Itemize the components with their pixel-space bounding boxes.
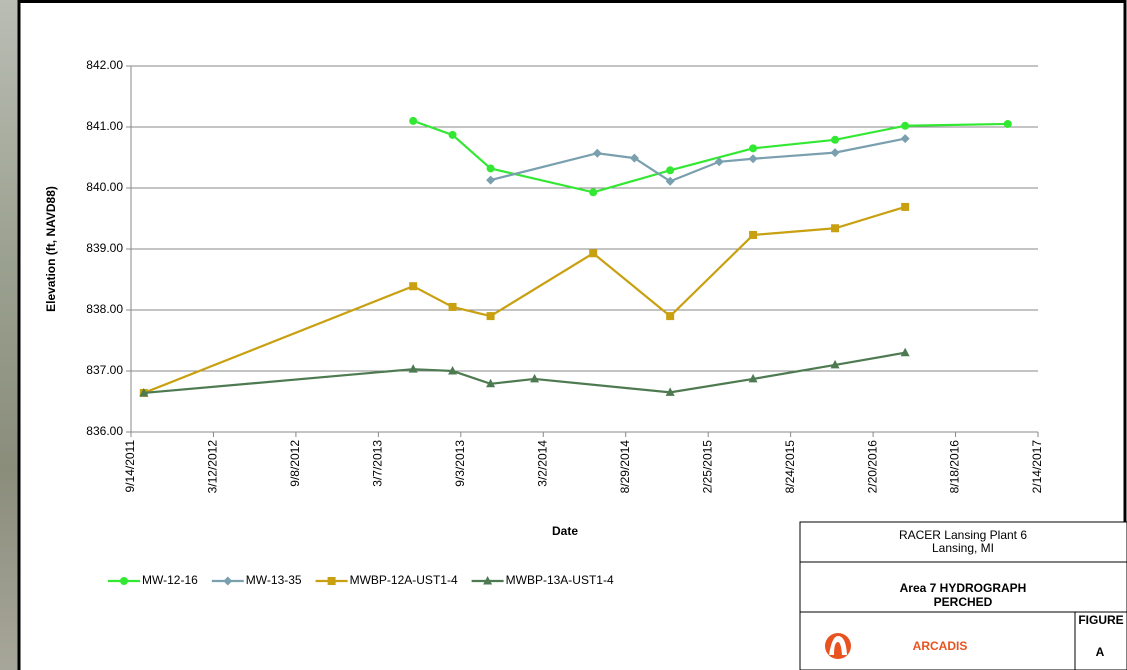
x-tick-label: 2/14/2017 bbox=[1030, 440, 1044, 494]
y-tick-label: 841.00 bbox=[86, 119, 123, 133]
x-tick-label: 3/2/2014 bbox=[535, 440, 549, 487]
point bbox=[749, 144, 758, 153]
logo bbox=[825, 633, 851, 659]
x-tick-label: 8/18/2016 bbox=[948, 440, 962, 494]
figure-title: Area 7 HYDROGRAPH bbox=[900, 581, 1027, 595]
location: Lansing, MI bbox=[932, 541, 994, 555]
point bbox=[408, 364, 418, 373]
point bbox=[448, 366, 458, 375]
title-block: RACER Lansing Plant 6 Lansing, MI Area 7… bbox=[799, 521, 1127, 670]
point bbox=[530, 373, 540, 383]
client: RACER Lansing Plant 6 bbox=[899, 528, 1027, 542]
point bbox=[589, 188, 598, 197]
series bbox=[409, 116, 1012, 197]
x-tick-label: 9/8/2012 bbox=[288, 440, 302, 487]
y-tick-label: 840.00 bbox=[86, 180, 123, 194]
y-tick-label: 839.00 bbox=[86, 241, 123, 255]
x-tick-label: 3/7/2013 bbox=[371, 440, 385, 487]
point bbox=[665, 176, 675, 186]
legend-item: MW-13-35 bbox=[211, 573, 302, 587]
x-tick-label: 3/12/2012 bbox=[206, 440, 220, 494]
y-tick-label: 837.00 bbox=[86, 363, 123, 377]
point bbox=[139, 387, 149, 397]
point bbox=[486, 378, 496, 388]
legend-label: MWBP-13A-UST1-4 bbox=[506, 573, 614, 587]
point bbox=[901, 121, 910, 130]
point bbox=[666, 312, 675, 321]
legend-marker bbox=[223, 576, 233, 586]
legend-item: MWBP-12A-UST1-4 bbox=[315, 573, 458, 587]
point bbox=[901, 202, 910, 211]
legend-label: MWBP-12A-UST1-4 bbox=[350, 573, 458, 587]
x-tick-label: 8/29/2014 bbox=[618, 440, 632, 494]
point bbox=[749, 230, 758, 239]
legend-marker bbox=[483, 576, 493, 585]
point bbox=[448, 302, 457, 311]
title-block-box bbox=[799, 521, 1127, 670]
figure-letter: A bbox=[1096, 645, 1105, 659]
legend-item: MW-12-16 bbox=[108, 573, 198, 587]
company-name: ARCADIS bbox=[913, 639, 968, 653]
point bbox=[409, 282, 418, 291]
legend-marker bbox=[120, 577, 128, 585]
point bbox=[486, 164, 495, 173]
point bbox=[448, 130, 457, 139]
x-tick-label: 2/25/2015 bbox=[700, 440, 714, 494]
point bbox=[629, 153, 639, 163]
x-tick-label: 2/20/2016 bbox=[865, 440, 879, 494]
point bbox=[592, 148, 602, 158]
y-tick-label: 836.00 bbox=[86, 424, 123, 438]
point bbox=[666, 166, 675, 175]
point bbox=[714, 157, 724, 167]
point bbox=[409, 116, 418, 125]
figure-subtitle: PERCHED bbox=[934, 595, 993, 609]
series bbox=[139, 347, 910, 397]
point bbox=[900, 347, 910, 357]
point bbox=[831, 224, 840, 233]
point bbox=[1003, 119, 1012, 128]
point bbox=[748, 154, 758, 164]
legend-label: MW-13-35 bbox=[246, 573, 302, 587]
point bbox=[748, 373, 758, 383]
point bbox=[589, 249, 598, 258]
legend-label: MW-12-16 bbox=[142, 573, 198, 587]
series-line bbox=[490, 137, 906, 183]
x-tick-label: 9/3/2013 bbox=[453, 440, 467, 487]
x-tick-label: 8/24/2015 bbox=[783, 440, 797, 494]
legend-item: MWBP-13A-UST1-4 bbox=[471, 573, 614, 587]
x-axis-label: Date bbox=[552, 524, 578, 538]
point bbox=[830, 359, 840, 369]
background-photo bbox=[0, 0, 20, 670]
y-axis-label: Elevation (ft, NAVD88) bbox=[44, 186, 58, 312]
point bbox=[900, 134, 910, 144]
point bbox=[831, 135, 840, 144]
point bbox=[830, 148, 840, 158]
x-tick-label: 9/14/2011 bbox=[123, 440, 137, 493]
point bbox=[486, 312, 495, 321]
point bbox=[486, 175, 496, 185]
legend-marker bbox=[327, 577, 336, 585]
point bbox=[665, 387, 675, 396]
series bbox=[486, 134, 910, 186]
figure-label: FIGURE bbox=[1078, 613, 1123, 627]
y-tick-label: 842.00 bbox=[86, 58, 123, 72]
y-tick-label: 838.00 bbox=[86, 302, 123, 316]
